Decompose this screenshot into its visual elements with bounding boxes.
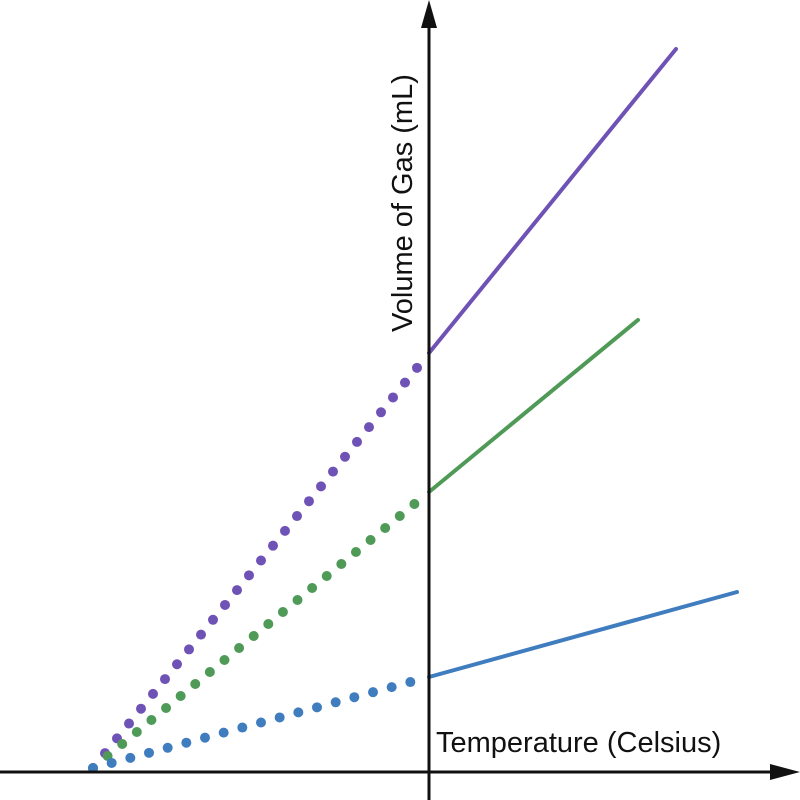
extrapolation-dot (161, 703, 172, 713)
measured-line (427, 318, 640, 494)
extrapolation-dot (340, 451, 350, 462)
extrapolation-dot (316, 481, 326, 492)
extrapolation-dot (368, 687, 378, 698)
extrapolation-dot (146, 715, 157, 725)
extrapolation-dot (131, 727, 142, 737)
extrapolation-dot (190, 679, 201, 689)
extrapolation-dot (244, 570, 254, 581)
extrapolation-dot (292, 595, 303, 605)
extrapolation-dot (364, 422, 374, 433)
extrapolation-dot (409, 499, 420, 509)
extrapolation-dot (248, 631, 259, 641)
extrapolation-dot (220, 599, 230, 610)
extrapolation-dot (386, 682, 397, 693)
extrapolation-dot (232, 585, 242, 596)
extrapolation-dot (124, 718, 134, 729)
extrapolation-dot (349, 692, 360, 703)
series-layer (88, 47, 739, 773)
extrapolation-dot (237, 722, 248, 733)
y-axis-label: Volume of Gas (mL) (387, 74, 419, 332)
extrapolation-dot (162, 742, 173, 753)
extrapolation-dot (312, 702, 322, 713)
extrapolation-dot (263, 619, 274, 629)
extrapolation-dot (376, 407, 386, 418)
extrapolation-dot (184, 644, 194, 655)
extrapolation-dot (256, 717, 266, 728)
extrapolation-dot (328, 466, 338, 477)
y-axis-arrow-icon (421, 0, 437, 28)
extrapolation-dot (380, 523, 391, 533)
extrapolation-dot (256, 555, 266, 566)
extrapolation-dot (277, 607, 288, 617)
extrapolation-dot (330, 697, 341, 708)
extrapolation-dot (321, 571, 332, 581)
series-blue (88, 590, 739, 773)
extrapolation-dot (218, 727, 229, 738)
x-axis-arrow-icon (770, 764, 800, 780)
extrapolation-dot (352, 436, 362, 447)
extrapolation-dot (405, 677, 416, 688)
extrapolation-dot (268, 540, 278, 551)
extrapolation-dot (304, 496, 314, 507)
extrapolation-dot (292, 511, 302, 522)
series-green (88, 318, 640, 773)
extrapolation-dot (117, 739, 128, 749)
extrapolation-dot (125, 752, 136, 763)
extrapolation-dot (388, 392, 398, 403)
extrapolation-dot (148, 688, 158, 699)
x-axis-label: Temperature (Celsius) (436, 727, 722, 759)
extrapolation-dot (160, 674, 170, 685)
extrapolation-dot (181, 737, 192, 748)
extrapolation-dot (144, 747, 154, 758)
extrapolation-dot (307, 583, 318, 593)
extrapolation-dot (136, 703, 146, 714)
extrapolation-dot (208, 614, 218, 625)
extrapolation-dot (106, 757, 117, 768)
measured-line (427, 47, 678, 355)
measured-line (427, 590, 739, 679)
extrapolation-dot (175, 691, 186, 701)
series-purple (88, 47, 678, 773)
extrapolation-dot (400, 377, 410, 388)
extrapolation-dot (365, 535, 376, 545)
extrapolation-dot (280, 525, 290, 536)
extrapolation-dot (196, 629, 206, 640)
extrapolation-dot (219, 655, 230, 665)
extrapolation-dot (204, 667, 215, 677)
extrapolation-dot (200, 732, 210, 743)
extrapolation-dot (394, 511, 405, 521)
extrapolation-dot (350, 547, 361, 557)
extrapolation-dot (234, 643, 245, 653)
extrapolation-dot (336, 559, 347, 569)
extrapolation-dot (172, 659, 182, 670)
extrapolation-dot (412, 362, 422, 373)
extrapolation-dot (293, 707, 304, 718)
extrapolation-dot (274, 712, 285, 723)
